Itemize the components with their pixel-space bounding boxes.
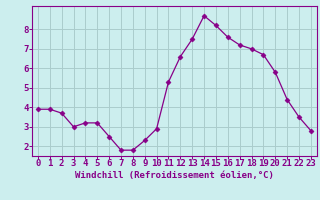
X-axis label: Windchill (Refroidissement éolien,°C): Windchill (Refroidissement éolien,°C) — [75, 171, 274, 180]
